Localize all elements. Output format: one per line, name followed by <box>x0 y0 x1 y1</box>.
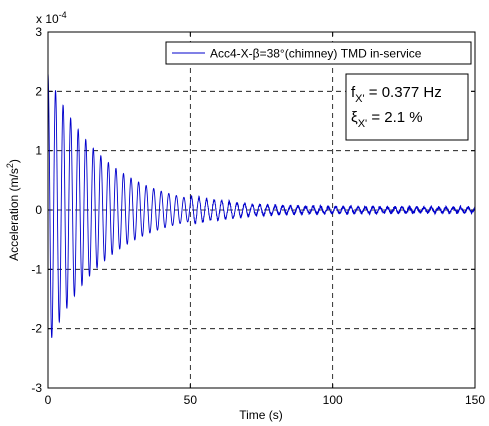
y-tick-label: 0 <box>35 203 42 217</box>
frequency-annotation: fX' = 0.377 Hz <box>351 84 442 105</box>
exponent-label: x 10-4 <box>36 10 67 26</box>
damping-annotation: ξX' = 2.1 % <box>351 109 423 130</box>
x-tick-label: 150 <box>465 393 485 407</box>
y-tick-label: 1 <box>35 144 42 158</box>
x-tick-label: 0 <box>45 393 52 407</box>
y-tick-label: -3 <box>31 381 42 395</box>
legend-series-name: Acc4-X-β=38°(chimney) TMD in-service <box>210 47 422 61</box>
y-tick-label: 3 <box>35 25 42 39</box>
series-line <box>47 73 476 338</box>
y-tick-label: 2 <box>35 84 42 98</box>
series-layer <box>47 73 476 338</box>
annotation-box: fX' = 0.377 Hz ξX' = 2.1 % <box>345 73 469 141</box>
y-axis-label: Acceleration (m/s2) <box>5 159 21 261</box>
x-tick-label: 100 <box>323 393 343 407</box>
plot-frame <box>47 31 476 389</box>
y-tick-label: -1 <box>31 262 42 276</box>
legend: Acc4-X-β=38°(chimney) TMD in-service <box>165 41 472 65</box>
ticks: 0 50 100 150 -3 -2 -1 0 1 2 3 <box>31 25 485 407</box>
x-axis-label: Time (s) <box>239 408 283 422</box>
annotation-frame <box>345 73 469 141</box>
y-tick-label: -2 <box>31 322 42 336</box>
legend-box <box>165 41 472 65</box>
x-tick-label: 50 <box>184 393 198 407</box>
